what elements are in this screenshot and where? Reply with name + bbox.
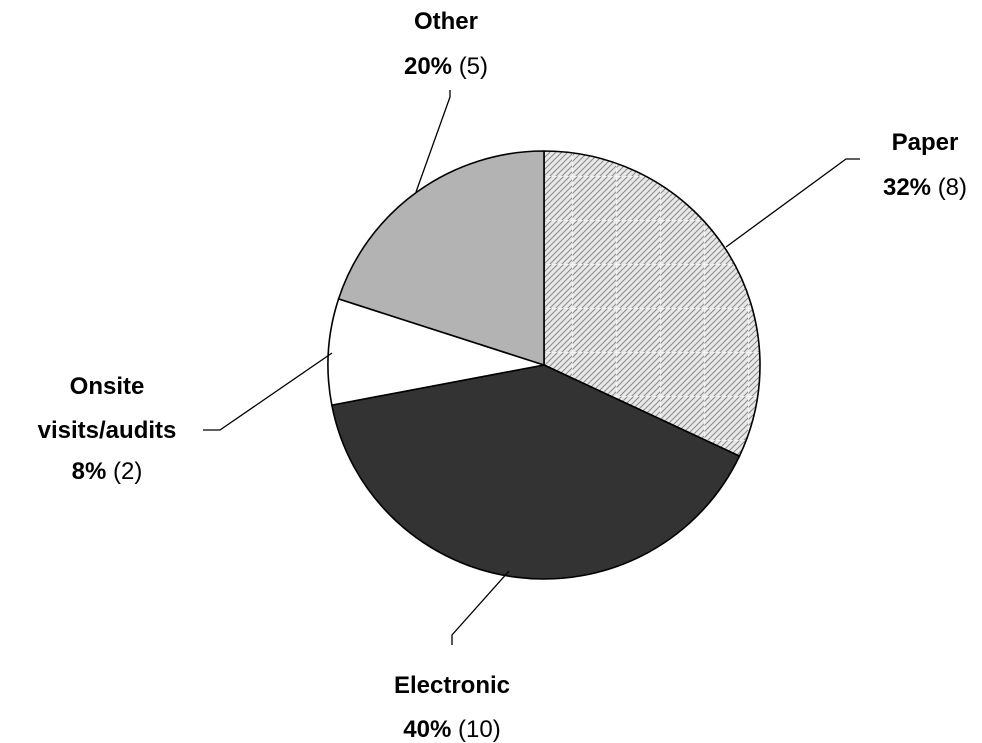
- slice-label-onsite-name-line1: Onsite: [70, 373, 145, 400]
- pie-slice-electronic: [331, 364, 741, 580]
- slice-label-electronic-name: Electronic: [394, 672, 510, 699]
- pie-slice-paper: [543, 150, 761, 457]
- slice-label-other-value: 20% (5): [404, 53, 488, 80]
- slice-count-paper: (8): [938, 174, 967, 201]
- slice-percent-paper: 32%: [883, 174, 931, 201]
- leader-line-electronic: [451, 570, 510, 645]
- slice-label-onsite-value: 8% (2): [72, 458, 143, 485]
- slice-count-electronic: (10): [458, 716, 501, 743]
- leader-line-other: [415, 90, 451, 193]
- slice-label-other-name: Other: [414, 8, 478, 35]
- pie-slice-other: [337, 150, 545, 366]
- slice-count-onsite: (2): [113, 458, 142, 485]
- leader-line-paper: [725, 158, 860, 248]
- slice-label-paper-name: Paper: [892, 129, 959, 156]
- slice-percent-other: 20%: [404, 53, 452, 80]
- slice-percent-electronic: 40%: [403, 716, 451, 743]
- slice-label-onsite-name-line2: visits/audits: [38, 417, 177, 444]
- slice-percent-onsite: 8%: [72, 458, 107, 485]
- slice-count-other: (5): [459, 53, 488, 80]
- slice-label-paper-value: 32% (8): [883, 174, 967, 201]
- pie-slice-onsite: [327, 298, 545, 406]
- leader-line-onsite: [203, 352, 333, 431]
- slice-label-electronic-value: 40% (10): [403, 716, 500, 743]
